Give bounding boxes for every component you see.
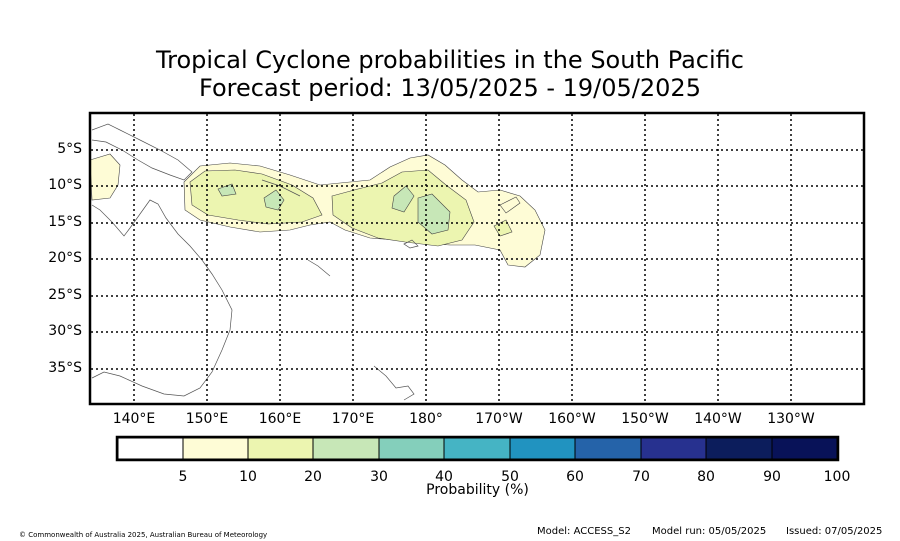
lat-label-10s: 10°S [48, 177, 82, 193]
colorbar-tick-5: 5 [178, 469, 188, 485]
coastline-new-guinea [91, 123, 193, 181]
colorbar-segment-0 [117, 437, 184, 460]
map-frame [88, 111, 866, 406]
colorbar-segment-6 [509, 437, 576, 460]
lat-label-15s: 15°S [48, 214, 82, 230]
lon-label-150e: 150°E [185, 411, 229, 427]
colorbar-segment-8 [640, 437, 707, 460]
lat-label-25s: 25°S [48, 287, 82, 303]
colorbar-segment-3 [312, 437, 380, 460]
title-line-1: Tropical Cyclone probabilities in the So… [156, 46, 744, 74]
contour-10-20-west [189, 169, 323, 225]
colorbar-tick-60: 60 [566, 469, 584, 485]
model-name: Model: ACCESS_S2 [537, 526, 631, 537]
lon-label-140w: 140°W [694, 411, 742, 427]
lon-label-170e: 170°E [331, 411, 375, 427]
title-line-2: Forecast period: 13/05/2025 - 19/05/2025 [199, 74, 701, 102]
colorbar-tick-40: 40 [435, 469, 453, 485]
colorbar-label: Probability (%) [426, 482, 529, 498]
copyright-notice: © Commonwealth of Australia 2025, Austra… [19, 531, 268, 539]
contour-5-10-west [89, 153, 121, 201]
lon-label-180: 180° [409, 411, 443, 427]
issued-date: Issued: 07/05/2025 [786, 526, 883, 537]
probability-contours [89, 153, 546, 268]
colorbar-tick-90: 90 [763, 469, 781, 485]
contour-20-30-b [263, 189, 285, 211]
lon-label-140e: 140°E [112, 411, 156, 427]
lon-label-130w: 130°W [767, 411, 815, 427]
colorbar-tick-70: 70 [632, 469, 650, 485]
lon-label-160w: 160°W [548, 411, 596, 427]
model-run-date: Model run: 05/05/2025 [652, 526, 767, 537]
colorbar-tick-100: 100 [823, 469, 851, 485]
lon-label-160e: 160°E [258, 411, 302, 427]
colorbar-tick-50: 50 [501, 469, 519, 485]
lat-label-30s: 30°S [48, 323, 82, 339]
colorbar-tick-80: 80 [697, 469, 715, 485]
coastline-australia [91, 199, 233, 397]
colorbar-segment-7 [574, 437, 642, 460]
colorbar-tick-10: 10 [239, 469, 257, 485]
colorbar-segment-5 [443, 437, 511, 460]
lon-label-170w: 170°W [475, 411, 523, 427]
contour-20-30-c [391, 185, 415, 213]
lat-label-35s: 35°S [48, 360, 82, 376]
colorbar [115, 435, 840, 462]
colorbar-segment-2 [247, 437, 314, 460]
colorbar-segment-10 [771, 437, 838, 460]
colorbar-segment-4 [378, 437, 445, 460]
coastline-new-caledonia [307, 259, 331, 277]
lat-label-20s: 20°S [48, 250, 82, 266]
colorbar-segment-9 [705, 437, 773, 460]
coastline-fiji [403, 239, 419, 249]
coastline-new-zealand [373, 365, 415, 401]
colorbar-frame [115, 435, 840, 462]
colorbar-tick-30: 30 [370, 469, 388, 485]
colorbar-tick-20: 20 [304, 469, 322, 485]
contour-5-10-island [499, 196, 521, 214]
colorbar-segment-1 [182, 437, 249, 460]
lon-label-150w: 150°W [621, 411, 669, 427]
lat-label-5s: 5°S [57, 141, 82, 157]
gridlines [91, 114, 863, 403]
